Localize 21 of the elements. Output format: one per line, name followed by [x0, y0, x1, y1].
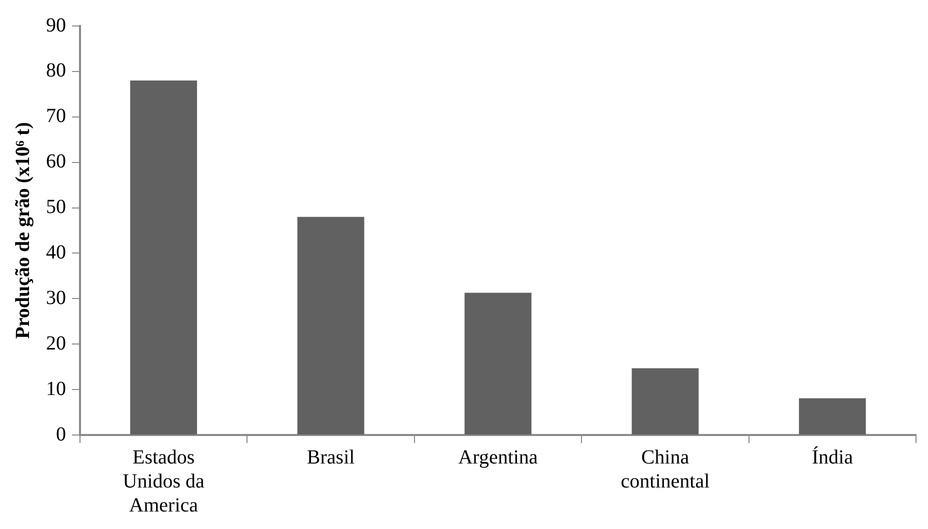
bar — [798, 398, 866, 434]
x-tick-label: Argentina — [458, 446, 538, 468]
y-tick-label: 20 — [46, 332, 66, 354]
bar — [464, 292, 532, 434]
bar — [632, 368, 699, 434]
y-tick-label: 50 — [46, 196, 66, 218]
bar — [130, 80, 198, 434]
x-tick-label: Brasil — [306, 446, 356, 468]
y-tick-label: 10 — [46, 378, 66, 400]
y-tick-label: 90 — [46, 14, 66, 36]
x-tick-label: China continental — [620, 446, 710, 492]
y-tick-label: 70 — [46, 105, 66, 128]
y-tick-label: 60 — [46, 150, 66, 173]
bar — [297, 216, 364, 434]
x-tick-label: Estados Unidos da America — [122, 446, 205, 516]
y-tick-label: 80 — [46, 60, 66, 82]
y-tick-label: 30 — [46, 286, 66, 309]
x-tick-label: Índia — [812, 445, 854, 468]
y-axis-title: Produção de grão (x10⁶ t) — [12, 122, 34, 339]
y-tick-label: 0 — [56, 423, 66, 446]
y-tick-label: 40 — [46, 241, 66, 264]
